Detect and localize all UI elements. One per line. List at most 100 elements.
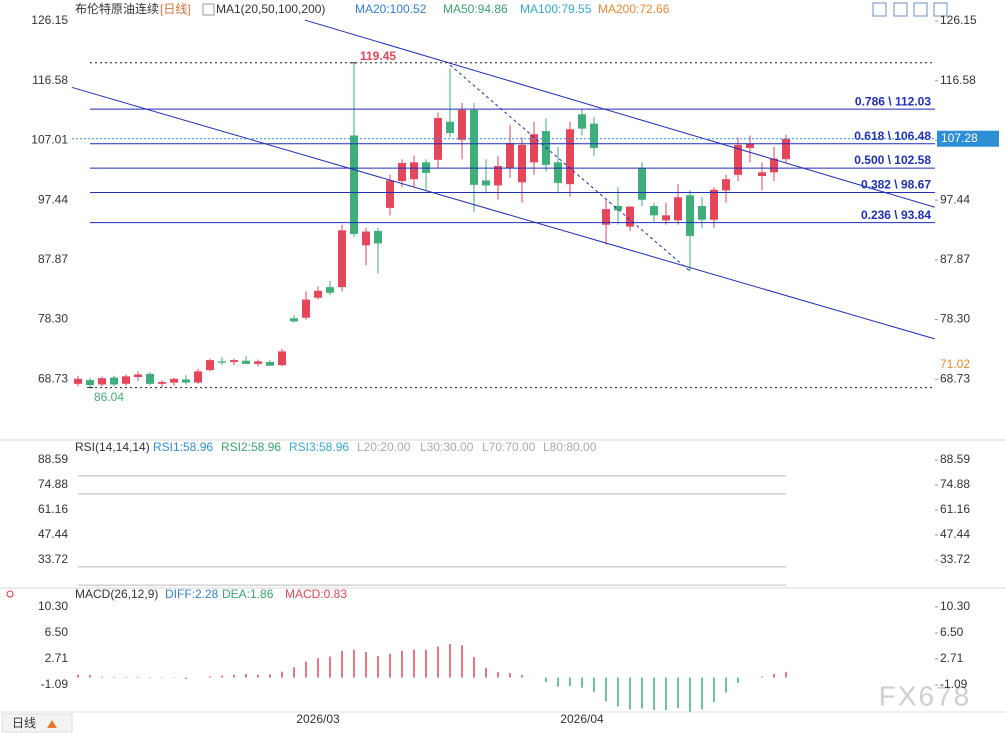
settings-icon[interactable] [202, 3, 215, 16]
candle-body [314, 290, 322, 298]
tool-icon[interactable] [913, 2, 928, 17]
y-tick-label: 10.30 [38, 599, 68, 613]
candle-body [410, 162, 418, 180]
macd-legend: MACD:0.83 [285, 587, 347, 601]
y-tick-label-right: 61.16 [940, 502, 970, 516]
rsi-level-label: L70:70.00 [482, 440, 536, 454]
candle-body [398, 162, 406, 182]
candle-body [506, 142, 514, 168]
candle-body [74, 378, 82, 384]
candle-body [626, 206, 634, 227]
candle-body [698, 206, 706, 220]
macd-legend: DIFF:2.28 [165, 587, 219, 601]
low-label: 86.04 [94, 390, 124, 404]
y-tick-label: 97.44 [38, 192, 68, 206]
candle-body [554, 162, 562, 183]
fib-label: 0.500 \ 102.58 [854, 153, 931, 167]
candle-body [170, 378, 178, 383]
fib-label: 0.618 \ 106.48 [854, 129, 931, 143]
candle-body [782, 138, 790, 160]
y-tick-label: 61.16 [38, 502, 68, 516]
candle-body [662, 215, 670, 221]
y-tick-label: 2.71 [45, 651, 69, 665]
price-tag [937, 130, 999, 147]
candle-body [650, 206, 658, 216]
candle-body [446, 121, 454, 133]
ma-legend: MA200:72.66 [598, 2, 670, 16]
candle-body [746, 143, 754, 148]
rsi-level-label: L30:30.00 [420, 440, 474, 454]
candle-body [518, 144, 526, 183]
candle-body [134, 374, 142, 377]
y-tick-label: 6.50 [45, 625, 69, 639]
candle-body [590, 123, 598, 148]
candle-body [530, 134, 538, 163]
candle-body [470, 109, 478, 185]
y-tick-label: 74.88 [38, 477, 68, 491]
x-tick-label: 2026/04 [560, 712, 604, 726]
y-tick-label: 47.44 [38, 527, 68, 541]
y-tick-label: 87.87 [38, 252, 68, 266]
ma-legend: MA100:79.55 [520, 2, 592, 16]
y-tick-label-right: 88.59 [940, 452, 970, 466]
candle-body [182, 379, 190, 383]
y-tick-label: 116.58 [32, 73, 68, 87]
candle-body [278, 351, 286, 366]
price-tag-label: 107.28 [941, 131, 978, 145]
rsi-legend: RSI1:58.96 [153, 440, 213, 454]
y-tick-label-right: 2.71 [940, 651, 964, 665]
period-label[interactable]: [日线] [160, 2, 191, 16]
candle-body [638, 167, 646, 200]
candle-body [242, 360, 250, 364]
tool-icon[interactable] [893, 2, 908, 17]
watermark: FX678 [879, 680, 972, 711]
ma-tag-label: 71.02 [940, 357, 970, 371]
y-tick-label-right: -1.09 [940, 677, 968, 691]
macd-icon[interactable] [6, 590, 14, 598]
candle-body [458, 109, 466, 140]
y-tick-label-right: 47.44 [940, 527, 970, 541]
fib-label: 0.236 \ 93.84 [861, 208, 931, 222]
y-tick-label-right: 74.88 [940, 477, 970, 491]
candle-body [110, 377, 118, 385]
trendline [449, 64, 691, 272]
y-tick-label: 126.15 [31, 13, 68, 27]
candle-body [290, 318, 298, 322]
toolbar [872, 2, 948, 17]
rsi-level-label: L20:20.00 [357, 440, 411, 454]
candle-body [86, 380, 94, 386]
candle-body [374, 230, 382, 244]
y-tick-label-right: 68.73 [940, 371, 970, 385]
rsi-legend: RSI2:58.96 [221, 440, 281, 454]
candle-body [266, 361, 274, 366]
candle-body [710, 189, 718, 220]
fib-label: 0.382 \ 98.67 [861, 178, 931, 192]
candle-body [674, 197, 682, 221]
candle-body [158, 381, 166, 384]
period-button-label[interactable]: 日线 [12, 716, 36, 730]
candle-body [254, 361, 262, 364]
candle-body [98, 378, 106, 385]
candle-body [494, 166, 502, 186]
y-tick-label-right: 10.30 [940, 599, 970, 613]
candle-body [302, 299, 310, 318]
y-tick-label-right: 6.50 [940, 625, 964, 639]
y-tick-label-right: 87.87 [940, 252, 970, 266]
candle-body [566, 129, 574, 185]
y-tick-label: 33.72 [38, 552, 68, 566]
panel-title: RSI(14,14,14) [75, 440, 150, 454]
candle-body [614, 206, 622, 211]
trendline [304, 19, 935, 208]
candle-body [122, 376, 130, 384]
x-tick-label: 2026/03 [296, 712, 340, 726]
candle-body [734, 144, 742, 175]
tool-icon[interactable] [872, 2, 887, 17]
dropdown-arrow[interactable] [47, 720, 57, 728]
high-label: 119.45 [360, 49, 396, 63]
trendline [71, 86, 935, 340]
ma-tag [937, 356, 999, 373]
tool-icon[interactable] [933, 2, 948, 17]
candle-body [218, 361, 226, 363]
candle-body [350, 135, 358, 235]
